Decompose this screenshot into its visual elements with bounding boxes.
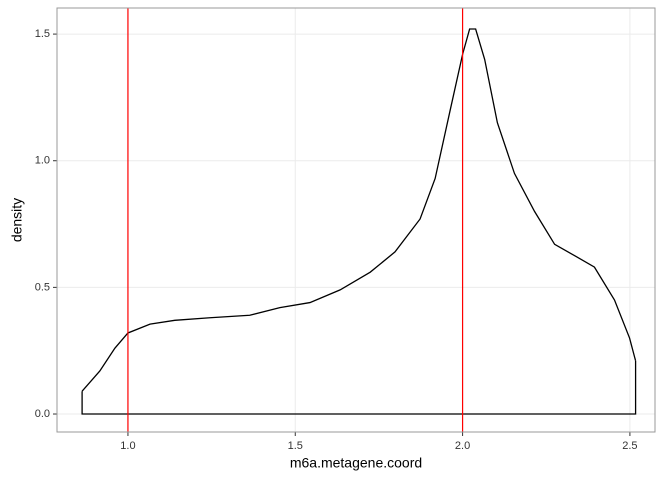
x-tick-label: 2.5 <box>622 440 637 452</box>
x-tick-label: 2.0 <box>455 440 470 452</box>
x-tick-label: 1.0 <box>120 440 135 452</box>
y-tick-label: 0.0 <box>35 408 50 420</box>
y-tick-label: 0.5 <box>35 281 50 293</box>
x-tick-label: 1.5 <box>288 440 303 452</box>
panel-border <box>56 7 656 433</box>
y-tick-label: 1.0 <box>35 155 50 167</box>
y-tick-label: 1.5 <box>35 28 50 40</box>
y-axis-title: density <box>9 198 25 242</box>
x-axis-title: m6a.metagene.coord <box>290 455 422 471</box>
density-baseline <box>81 360 637 415</box>
density-curve <box>81 28 637 392</box>
